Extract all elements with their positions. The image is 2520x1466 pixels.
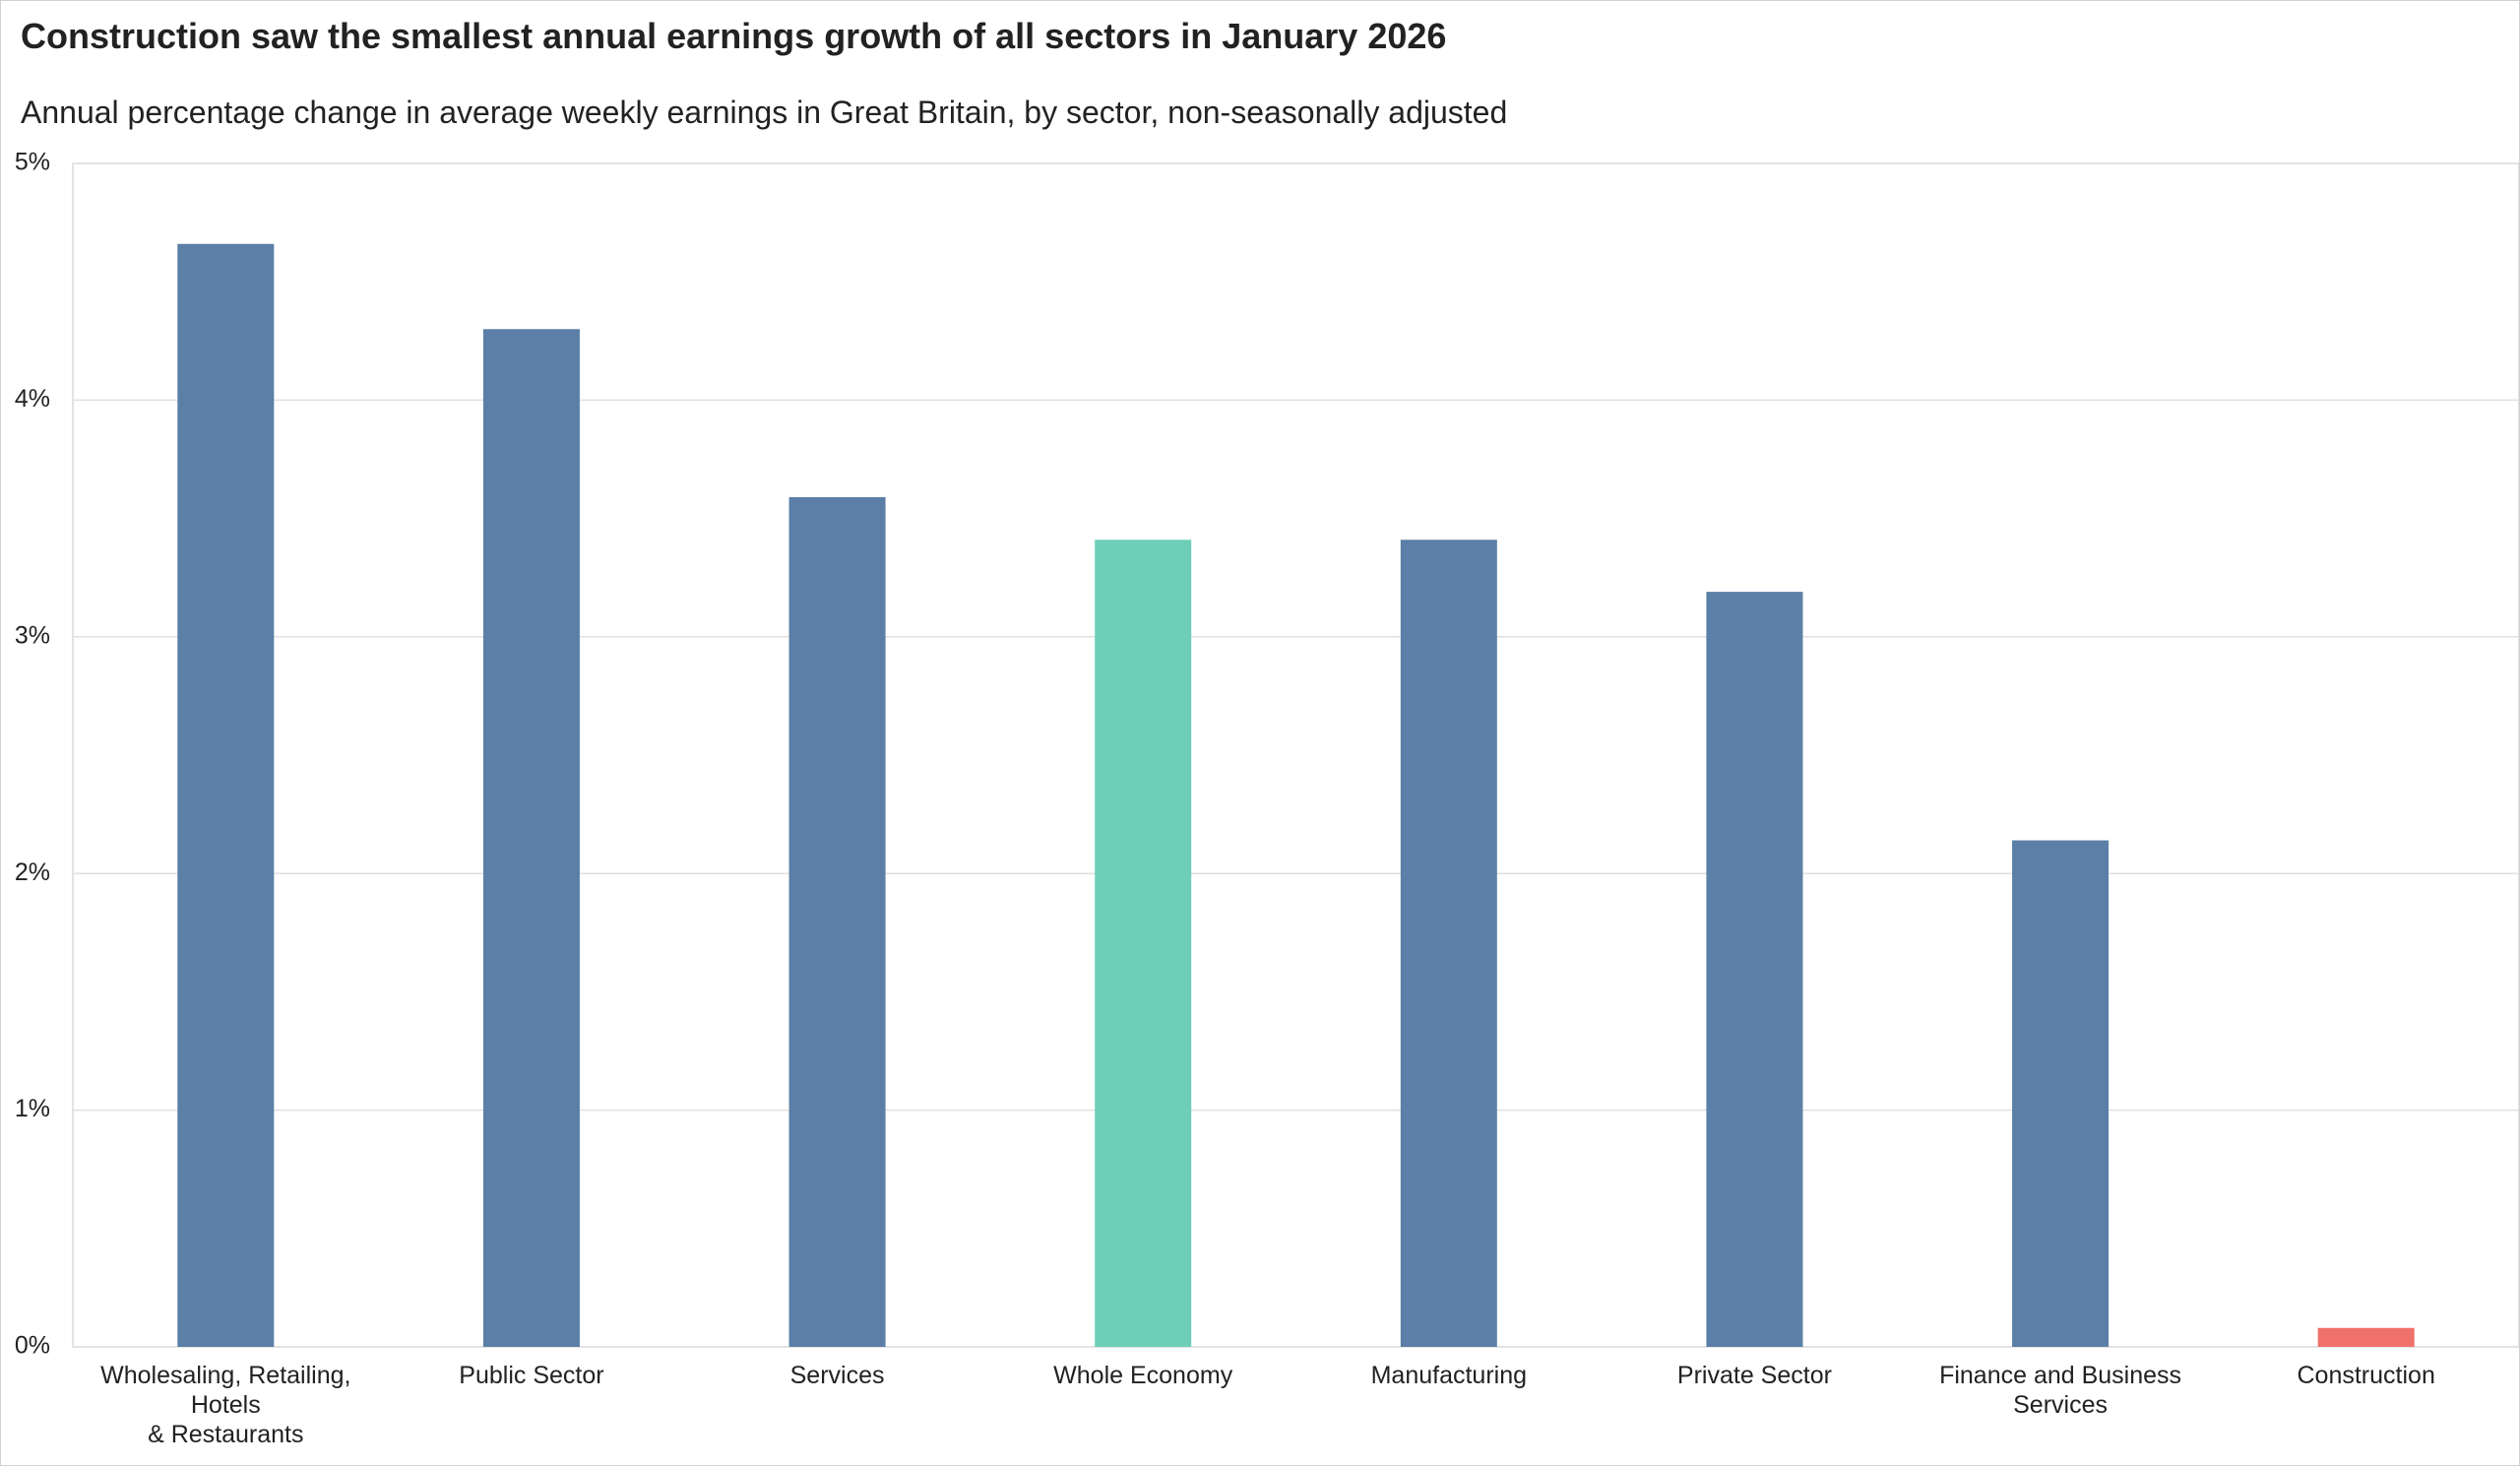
plot-frame — [72, 162, 2519, 1348]
y-tick-label: 3% — [15, 621, 50, 649]
x-tick-label: Private Sector — [1676, 1362, 1832, 1389]
x-tick-label: Public Sector — [459, 1362, 604, 1389]
x-tick-label: Finance and Business Services — [1939, 1362, 2182, 1419]
x-tick-label: Construction — [2297, 1362, 2435, 1389]
y-tick-label: 1% — [15, 1095, 50, 1122]
y-tick-label: 2% — [15, 859, 50, 886]
bar — [1706, 592, 1803, 1347]
bar — [482, 329, 580, 1347]
bar — [2012, 840, 2110, 1347]
bar — [788, 496, 886, 1347]
bar — [1400, 540, 1497, 1347]
bar — [1095, 540, 1192, 1347]
y-tick-label: 0% — [15, 1332, 50, 1360]
x-tick-label: Whole Economy — [1053, 1362, 1233, 1389]
chart-subtitle: Annual percentage change in average week… — [21, 95, 1507, 130]
x-tick-label: Services — [789, 1362, 885, 1389]
y-tick-label: 4% — [15, 385, 50, 413]
chart-title: Construction saw the smallest annual ear… — [21, 16, 1446, 56]
y-tick-label: 5% — [15, 149, 50, 176]
x-tick-label: Manufacturing — [1370, 1362, 1528, 1389]
x-tick-label: Wholesaling, Retailing, Hotels & Restaur… — [100, 1362, 351, 1448]
bar — [2317, 1327, 2415, 1347]
bar — [177, 243, 275, 1348]
